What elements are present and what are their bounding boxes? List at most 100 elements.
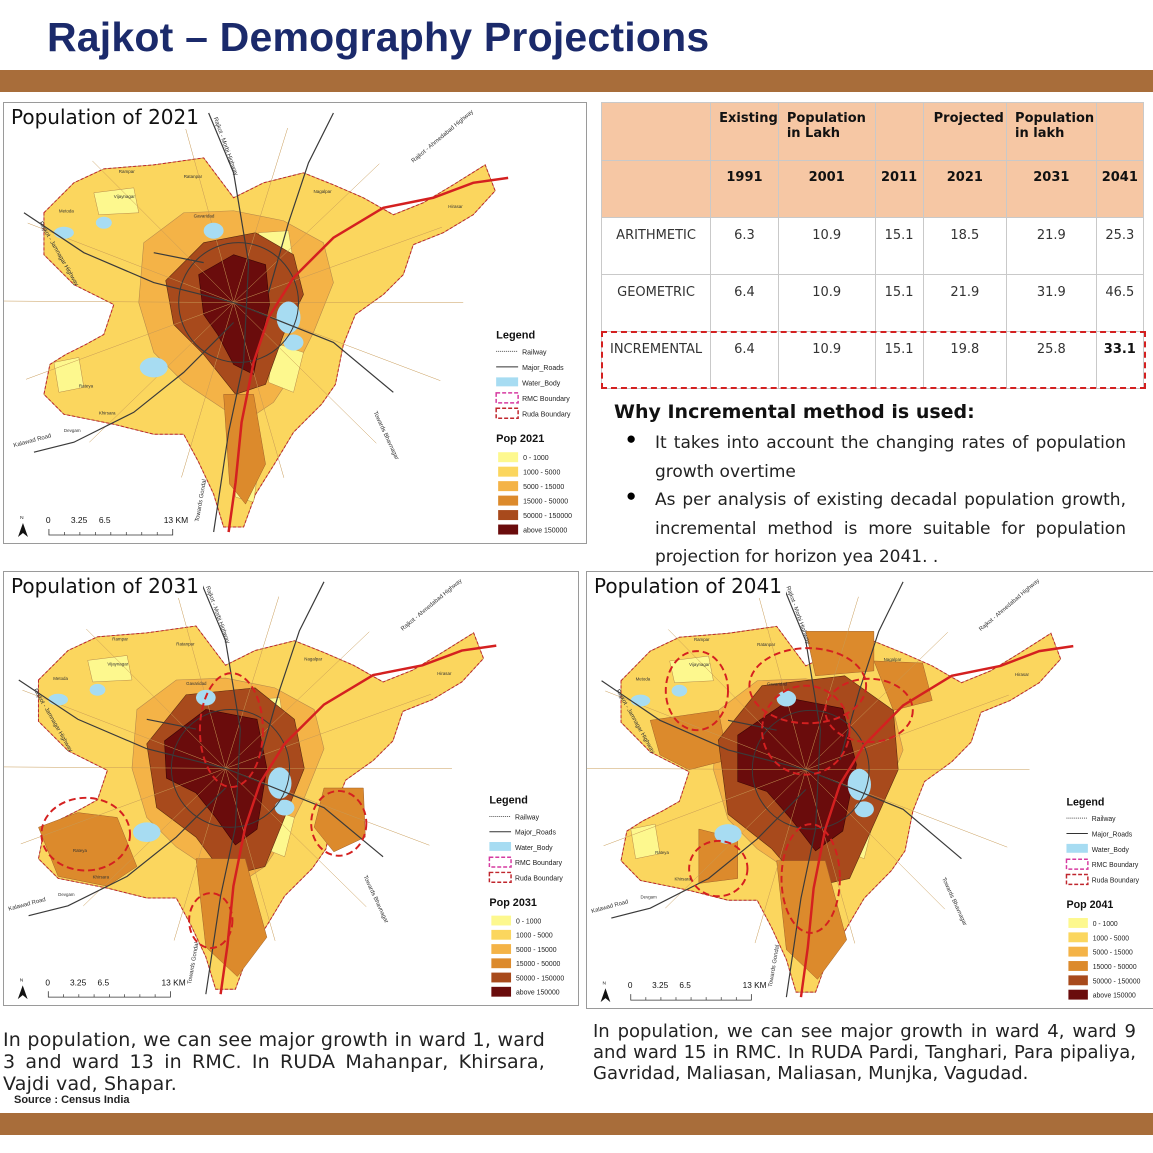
highway-line xyxy=(227,176,509,533)
ward-border xyxy=(20,768,226,845)
water-body xyxy=(203,222,224,239)
class-label: 1000 - 5000 xyxy=(523,470,560,477)
class-swatch xyxy=(491,944,512,954)
ward-border xyxy=(233,163,380,303)
ward-zone xyxy=(38,812,138,887)
legend-item-label: Water_Body xyxy=(515,845,553,852)
growth-highlight-circle xyxy=(748,647,868,725)
water-body xyxy=(132,822,161,843)
bullet-text: As per analysis of existing decadal popu… xyxy=(655,490,1126,568)
place-label: Rateya xyxy=(73,848,88,853)
legend-item-label: RMC Boundary xyxy=(522,396,570,403)
class-swatch xyxy=(491,986,512,997)
boundary-symbol-icon xyxy=(1065,858,1089,870)
ward-zone xyxy=(93,187,140,216)
class-swatch xyxy=(491,929,512,940)
scale-tick-label: 0 xyxy=(46,515,51,525)
value-cell: 25.8 xyxy=(1006,331,1097,389)
class-label: 1000 - 5000 xyxy=(1093,935,1129,942)
growth-highlight-circle xyxy=(664,650,729,732)
ward-border xyxy=(177,595,226,769)
class-swatch xyxy=(1068,918,1088,928)
scale-bar: N 0 3.25 6.5 13 KM xyxy=(600,980,767,1003)
pop-legend-heading: Pop 2031 xyxy=(489,897,536,909)
place-label: Metoda xyxy=(636,677,651,682)
value-cell: 31.9 xyxy=(1006,274,1097,332)
class-swatch xyxy=(498,510,519,521)
map-title: Population of 2031 xyxy=(11,574,203,598)
scale-tick-label: 13 KM xyxy=(164,515,188,525)
header-cell: Population in lakh xyxy=(1006,102,1097,161)
place-label: Rampar xyxy=(119,169,135,174)
ward-border xyxy=(805,769,946,910)
ruda-boundary xyxy=(43,157,496,528)
class-label: 15000 - 50000 xyxy=(1093,964,1137,971)
ring-road xyxy=(751,709,870,830)
ward-border xyxy=(86,628,226,769)
growth-highlight-circle xyxy=(824,677,914,744)
value-cell: 21.9 xyxy=(922,274,1008,332)
place-label: Devgam xyxy=(64,428,81,433)
water-body xyxy=(276,301,301,334)
ward-border xyxy=(225,631,370,769)
source-note: Source : Census India xyxy=(14,1094,130,1106)
legend-item-label: Water_Body xyxy=(1092,847,1130,854)
major-road xyxy=(225,767,384,858)
boundary-symbol-icon xyxy=(488,871,512,884)
class-label: 1000 - 5000 xyxy=(516,933,553,940)
map-population-2031: Rajkot - Morbi Highway Rajkot - Ahmedabad… xyxy=(3,571,579,1006)
class-label: 50000 - 150000 xyxy=(523,513,572,520)
header-cell: Population in Lakh xyxy=(777,102,876,161)
class-label: above 150000 xyxy=(516,990,560,997)
ward-border xyxy=(4,766,226,769)
map-title: Population of 2041 xyxy=(594,574,786,598)
footer-band xyxy=(0,1113,1153,1135)
class-swatch xyxy=(1068,961,1088,971)
scale-bar: N 0 3.25 6.5 13 KM xyxy=(17,977,186,1000)
class-swatch xyxy=(498,481,519,492)
place-label: Metoda xyxy=(59,209,74,214)
growth-highlight-circle xyxy=(688,839,749,898)
header-cell: Projected xyxy=(922,102,1008,161)
ward-border xyxy=(225,596,280,769)
place-label: Devgam xyxy=(640,894,657,899)
header-band xyxy=(0,70,1153,92)
class-label: 15000 - 50000 xyxy=(523,499,568,506)
class-label: 50000 - 150000 xyxy=(1093,978,1141,985)
header-cell: Existing xyxy=(710,102,779,161)
road-label: Towards Gondal xyxy=(768,944,781,987)
method-cell: ARITHMETIC xyxy=(600,217,712,275)
place-label: Ratanpar xyxy=(176,642,195,647)
legend-item-label: Water_Body xyxy=(522,380,561,387)
legend-item-label: Major_Roads xyxy=(1092,831,1133,838)
why-heading: Why Incremental method is used: xyxy=(614,401,975,423)
water-body xyxy=(854,801,874,818)
road-label: Towards Gondal xyxy=(195,479,208,523)
place-label: Khirsara xyxy=(675,876,692,881)
road-label: Rajkot - Ahmedabad Highway xyxy=(400,578,463,632)
ward-border xyxy=(603,769,806,847)
ring-road xyxy=(170,708,291,828)
boundary-symbol-icon xyxy=(495,392,519,404)
ward-zone xyxy=(313,787,366,853)
major-road xyxy=(611,789,807,919)
water-body xyxy=(139,357,168,378)
scale-tick-label: 13 KM xyxy=(743,980,767,990)
road-label: Kalawad Road xyxy=(8,897,47,913)
place-label: Ratanpar xyxy=(184,174,203,179)
legend-item-label: Railway xyxy=(515,814,540,821)
north-label: N xyxy=(20,977,24,983)
road-label: Towards Bhavnagar xyxy=(362,875,389,925)
north-arrow-icon xyxy=(600,988,611,1003)
year-cell: 2021 xyxy=(922,160,1008,218)
table-year-row: 1991 2001 2011 2021 2031 2041 xyxy=(600,160,1145,218)
bullet-icon: ● xyxy=(626,429,637,448)
value-cell: 15.1 xyxy=(874,217,924,275)
class-label: 0 - 1000 xyxy=(1093,921,1118,928)
road-label: Rajkot - Ahmedabad Highway xyxy=(978,578,1041,633)
table-row-highlighted: INCREMENTAL 6.4 10.9 15.1 19.8 25.8 33.1 xyxy=(600,331,1145,389)
place-label: Rateya xyxy=(655,850,669,855)
class-swatch xyxy=(491,972,512,983)
map-legend: Legend Railway Major_Roads Water_Body RMC Bo… xyxy=(488,795,564,997)
map-legend: Legend Railway Major_Roads Water_Body RMC Bo… xyxy=(1065,796,1141,1000)
